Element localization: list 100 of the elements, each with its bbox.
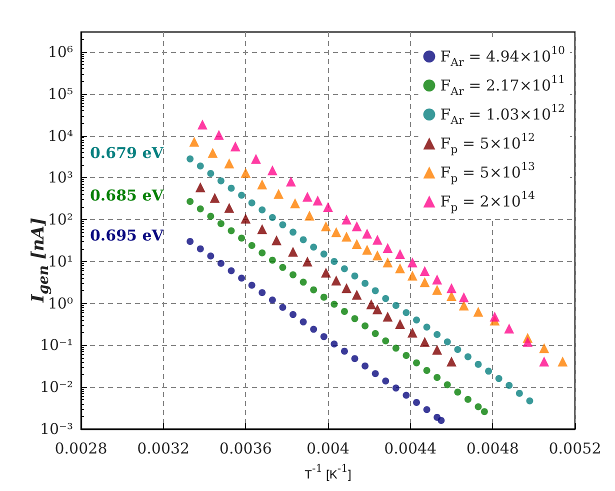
y-tick-label: 10³ [48, 168, 73, 187]
y-tick-label: 10⁴ [48, 126, 73, 145]
x-tick-label: 0.0032 [137, 440, 190, 458]
point [420, 266, 430, 276]
point [407, 328, 418, 338]
point [302, 256, 312, 266]
point [268, 214, 276, 221]
point [342, 232, 352, 242]
point [224, 158, 234, 168]
point [392, 302, 400, 309]
point [320, 268, 331, 278]
point [217, 177, 224, 184]
point [432, 274, 442, 285]
point [402, 392, 410, 399]
point [402, 352, 410, 359]
point [474, 403, 482, 410]
point [248, 242, 256, 250]
y-tick-label: 10⁻³ [40, 420, 73, 438]
point [351, 272, 358, 280]
point [290, 311, 297, 318]
point [454, 346, 462, 354]
point [290, 198, 300, 208]
point [539, 343, 550, 354]
point [320, 294, 328, 301]
point [382, 337, 390, 344]
point [240, 214, 251, 224]
point [522, 336, 533, 347]
point [351, 355, 358, 362]
point [258, 289, 266, 296]
point [490, 312, 500, 322]
x-tick-label: 0.0048 [466, 440, 519, 458]
point [506, 382, 513, 389]
x-tick-label: 0.0036 [219, 440, 272, 458]
x-tick-label: 0.004 [306, 440, 350, 458]
point [342, 214, 352, 225]
point [238, 234, 246, 242]
point [186, 198, 194, 205]
point [196, 162, 204, 170]
point [267, 165, 278, 176]
point [382, 257, 393, 268]
point [230, 141, 240, 152]
point [464, 353, 472, 360]
point [320, 250, 328, 258]
y-tick-label: 10⁰ [48, 294, 73, 312]
point [352, 239, 362, 250]
point [495, 375, 502, 382]
point [382, 295, 390, 302]
point [438, 416, 445, 424]
point [290, 228, 297, 236]
point [240, 168, 251, 178]
point [304, 210, 314, 221]
point [395, 263, 406, 274]
x-tick-label: 0.0052 [548, 440, 602, 458]
x-tick-label: 0.0044 [384, 440, 437, 458]
point [238, 274, 246, 282]
point [458, 300, 469, 310]
point [382, 377, 390, 384]
point [310, 244, 318, 251]
x-axis-title: T-1 [K-1] [304, 462, 352, 482]
point [330, 300, 338, 308]
point [402, 309, 410, 316]
point [352, 221, 362, 232]
point [362, 228, 372, 239]
y-tick-label: 10⁻¹ [40, 336, 73, 354]
point [310, 326, 318, 333]
point [300, 236, 307, 244]
point [331, 276, 342, 286]
point [248, 282, 256, 289]
point [288, 246, 298, 257]
point [279, 264, 286, 271]
point [362, 362, 369, 370]
point [372, 234, 382, 245]
point [208, 148, 218, 158]
point [413, 398, 420, 406]
point [342, 283, 352, 294]
point [395, 319, 406, 330]
point [351, 315, 358, 322]
point [330, 258, 338, 265]
point [382, 242, 393, 253]
point [480, 408, 488, 416]
y-tick-label: 10⁶ [48, 42, 73, 61]
point [217, 260, 224, 267]
point [312, 195, 323, 206]
point [228, 184, 235, 192]
point [224, 202, 234, 213]
point [362, 322, 369, 330]
point [310, 286, 318, 294]
point [392, 384, 400, 392]
point [558, 356, 568, 366]
point [323, 202, 333, 212]
point [228, 267, 235, 274]
point [268, 296, 276, 304]
point [320, 333, 328, 340]
point [372, 287, 379, 294]
point [372, 304, 382, 314]
y-tick-label: 10² [48, 210, 73, 229]
point [257, 179, 268, 190]
point [362, 280, 369, 287]
point [444, 338, 451, 346]
point [195, 182, 206, 192]
